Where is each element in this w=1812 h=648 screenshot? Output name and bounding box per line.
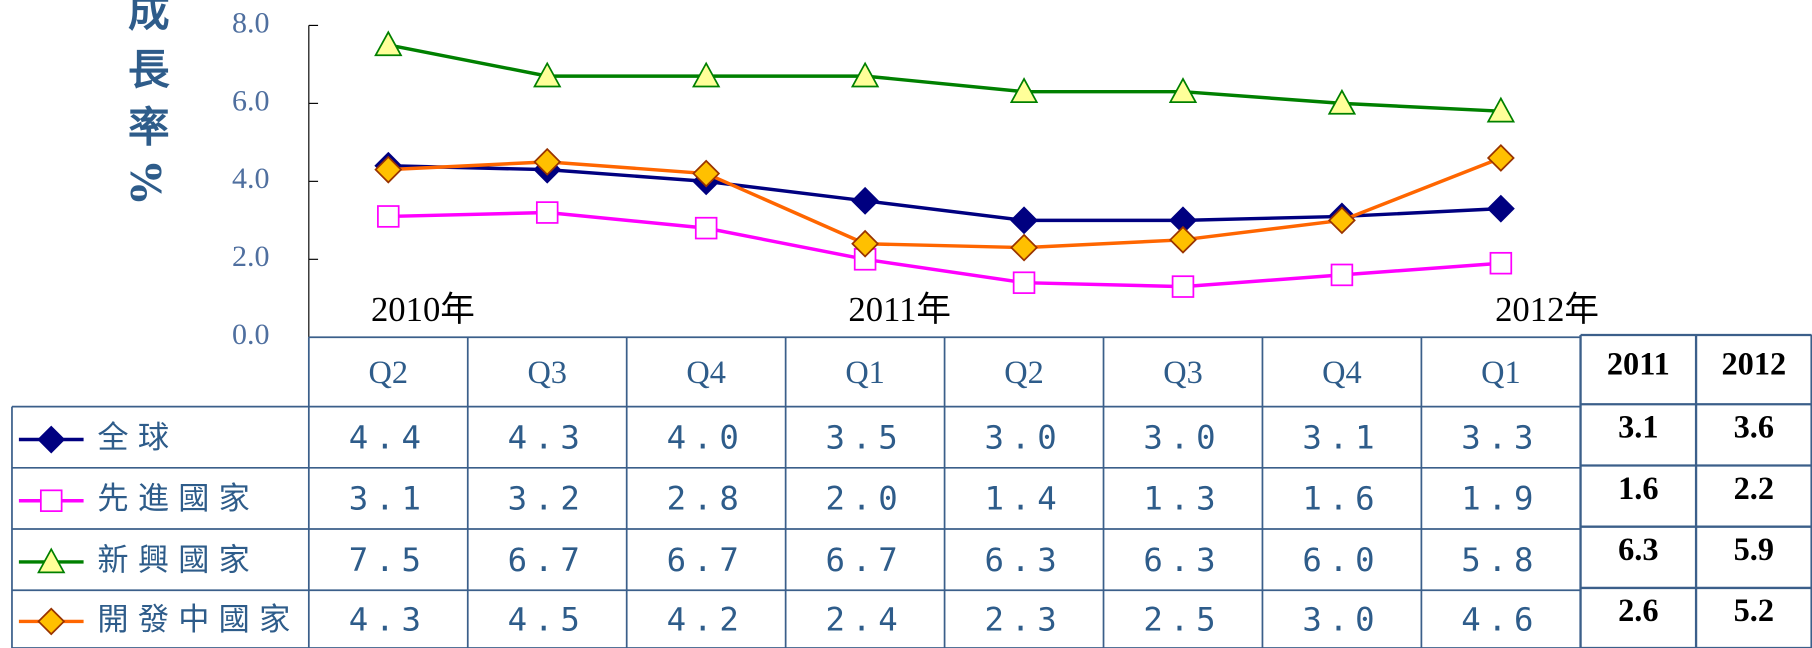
point [1486, 194, 1515, 223]
table-value: 6.3 [984, 541, 1063, 579]
point [692, 61, 721, 88]
table-value: 6.7 [508, 541, 587, 579]
year-label: 2010年 [371, 291, 475, 329]
x-tick-label: Q2 [1004, 354, 1044, 390]
point [535, 201, 559, 224]
point [1489, 251, 1513, 275]
point [1010, 233, 1038, 262]
legend-label: 新興國家 [97, 542, 259, 578]
table-value: 4.6 [1461, 600, 1540, 638]
point [1327, 206, 1356, 235]
legend-label: 先進國家 [97, 481, 259, 517]
point [1486, 96, 1516, 123]
point [1169, 225, 1197, 254]
side-table-value: 5.2 [1734, 592, 1774, 628]
table-value: 4.3 [508, 419, 587, 457]
point [374, 30, 403, 57]
point [850, 61, 880, 88]
table-value: 3.2 [508, 480, 587, 518]
table-value: 7.5 [349, 541, 428, 579]
legend-label: 全球 [97, 420, 178, 456]
y-tick-label: 6.0 [232, 84, 270, 117]
table-value: 4.3 [349, 600, 428, 638]
table-value: 3.0 [1143, 419, 1222, 457]
x-tick-label: Q2 [369, 354, 409, 390]
point [851, 229, 880, 258]
series-line [388, 164, 1501, 223]
point [1012, 271, 1036, 294]
table-value: 6.0 [1302, 541, 1381, 579]
table-value: 2.4 [826, 600, 905, 638]
year-label: 2011年 [848, 291, 951, 329]
table-value: 3.0 [984, 419, 1063, 457]
legend-label: 開發中國家 [97, 602, 299, 638]
x-tick-label: Q1 [1481, 354, 1521, 390]
x-tick-label: Q4 [686, 354, 726, 390]
point [533, 147, 562, 176]
legend-marker [39, 489, 63, 512]
series-line [388, 210, 1501, 289]
point [1168, 77, 1198, 103]
table-value: 3.1 [1302, 419, 1381, 457]
legend-marker [37, 547, 66, 574]
side-table-value: 1.6 [1618, 470, 1658, 506]
side-table-value: 3.6 [1734, 409, 1774, 445]
table-value: 2.8 [667, 480, 746, 518]
table-value: 6.3 [1143, 541, 1222, 579]
x-tick-label: Q1 [845, 354, 885, 390]
table-value: 1.4 [984, 480, 1063, 518]
table-value: 4.4 [349, 419, 428, 457]
point [1330, 263, 1354, 287]
point [377, 205, 400, 228]
side-table-header: 2012 [1722, 346, 1787, 382]
x-tick-label: Q3 [1163, 354, 1203, 390]
table-value: 6.7 [826, 541, 905, 579]
side-table-value: 6.3 [1618, 531, 1658, 567]
y-tick-label: 0.0 [232, 318, 270, 351]
table-value: 4.0 [667, 419, 746, 457]
point [1486, 144, 1515, 172]
x-tick-label: Q4 [1322, 354, 1362, 390]
point [374, 155, 403, 184]
side-table-value: 5.9 [1734, 531, 1774, 567]
legend-marker [37, 425, 66, 454]
table-value: 4.5 [508, 600, 587, 638]
table-value: 2.3 [984, 600, 1063, 638]
table-value: 2.5 [1143, 600, 1222, 638]
table-value: 3.3 [1461, 419, 1540, 457]
y-tick-label: 2.0 [232, 240, 270, 273]
point [694, 216, 718, 240]
table-value: 3.0 [1302, 600, 1381, 638]
table-value: 4.2 [667, 600, 746, 638]
point [851, 186, 880, 215]
year-label: 2012年 [1495, 291, 1599, 329]
series-line [388, 156, 1502, 250]
point [533, 61, 562, 88]
table-value: 3.1 [349, 480, 428, 518]
y-axis-label: 經濟成長率% [121, 0, 170, 218]
point [1009, 77, 1039, 103]
side-table-value: 2.6 [1618, 592, 1658, 628]
table-value: 6.7 [667, 541, 746, 579]
legend-marker [37, 607, 66, 636]
table-value: 5.8 [1461, 541, 1540, 579]
point [692, 159, 721, 188]
side-table-value: 2.2 [1734, 470, 1774, 506]
point [1010, 206, 1038, 235]
series-line [387, 43, 1501, 113]
y-tick-label: 4.0 [232, 162, 270, 195]
point [1171, 275, 1195, 298]
table-value: 3.5 [826, 419, 905, 457]
y-tick-label: 8.0 [232, 6, 270, 39]
table-value: 1.6 [1302, 480, 1381, 518]
table-value: 1.9 [1461, 480, 1540, 518]
side-table-header: 2011 [1607, 346, 1670, 382]
table-value: 2.0 [826, 480, 905, 518]
side-table-value: 3.1 [1618, 409, 1658, 445]
point [1327, 88, 1357, 115]
table-value: 1.3 [1143, 480, 1222, 518]
x-tick-label: Q3 [527, 354, 567, 390]
